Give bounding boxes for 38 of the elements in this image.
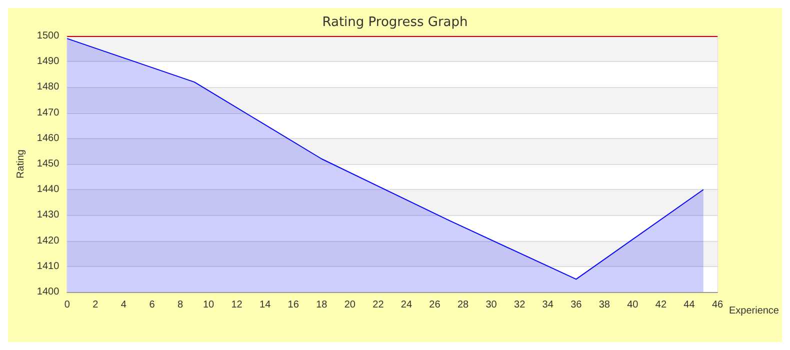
y-axis-title: Rating bbox=[16, 150, 26, 178]
x-tick-label: 12 bbox=[231, 300, 243, 310]
x-tick-label: 8 bbox=[177, 300, 184, 310]
y-tick-label: 1410 bbox=[36, 260, 60, 272]
chart-title: Rating Progress Graph bbox=[322, 15, 468, 30]
x-tick-label: 10 bbox=[202, 300, 215, 310]
x-tick-label: 46 bbox=[712, 300, 724, 310]
x-tick-label: 6 bbox=[149, 300, 156, 310]
x-tick-label: 44 bbox=[684, 300, 696, 310]
y-tick-label: 1460 bbox=[36, 132, 60, 144]
x-axis-title: Experience bbox=[728, 306, 780, 316]
y-tick-label: 1490 bbox=[36, 56, 60, 68]
x-tick-label: 24 bbox=[400, 300, 412, 310]
y-tick-label: 1470 bbox=[36, 107, 60, 118]
x-tick-label: 16 bbox=[288, 300, 300, 310]
x-tick-label: 32 bbox=[514, 300, 526, 310]
x-tick-label: 30 bbox=[486, 300, 498, 310]
x-tick-label: 0 bbox=[64, 300, 70, 310]
y-tick-label: 1430 bbox=[36, 210, 60, 221]
y-tick-label: 1450 bbox=[36, 158, 60, 170]
y-tick-label: 1480 bbox=[36, 82, 60, 93]
y-tick-label: 1500 bbox=[36, 30, 60, 42]
x-tick-label: 28 bbox=[457, 300, 470, 310]
x-tick-label: 26 bbox=[429, 300, 441, 310]
x-tick-label: 40 bbox=[627, 300, 639, 310]
x-tick-label: 42 bbox=[655, 300, 667, 310]
x-tick-label: 34 bbox=[542, 300, 554, 310]
x-tick-label: 22 bbox=[372, 300, 384, 310]
y-tick-label: 1420 bbox=[36, 235, 60, 246]
y-tick-label: 1400 bbox=[36, 286, 60, 298]
x-tick-label: 4 bbox=[120, 300, 127, 310]
y-tick-label: 1440 bbox=[36, 184, 60, 196]
x-tick-label: 36 bbox=[570, 300, 582, 310]
x-tick-label: 14 bbox=[260, 300, 272, 310]
x-tick-label: 20 bbox=[344, 300, 356, 310]
x-tick-label: 18 bbox=[316, 300, 328, 310]
x-tick-label: 2 bbox=[92, 300, 99, 310]
x-tick-label: 38 bbox=[598, 300, 610, 310]
